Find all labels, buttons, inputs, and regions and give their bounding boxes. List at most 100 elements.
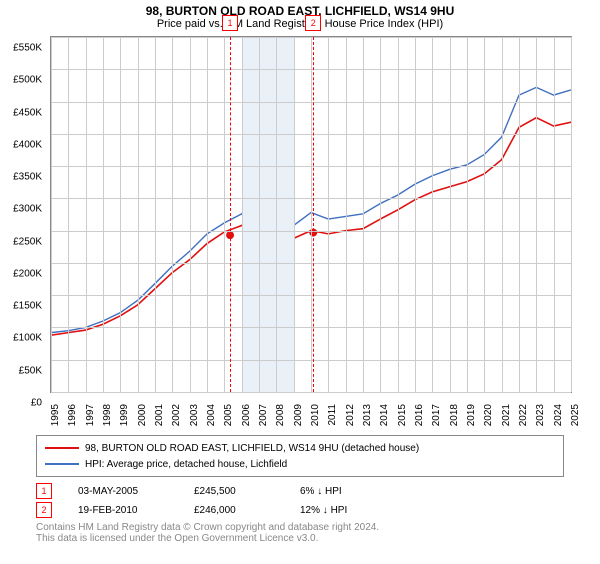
x-tick-label: 2017 bbox=[431, 404, 442, 426]
gridline-v bbox=[120, 37, 121, 392]
x-tick-label: 2012 bbox=[345, 404, 356, 426]
y-tick-label: £450K bbox=[13, 107, 42, 118]
gridline-v bbox=[467, 37, 468, 392]
event-price: £245,500 bbox=[194, 486, 274, 497]
y-tick-label: £500K bbox=[13, 75, 42, 86]
event-badge: 2 bbox=[305, 15, 321, 31]
x-tick-label: 2013 bbox=[362, 404, 373, 426]
x-tick-label: 2014 bbox=[379, 404, 390, 426]
chart-title: 98, BURTON OLD ROAD EAST, LICHFIELD, WS1… bbox=[0, 4, 600, 18]
x-tick-label: 2005 bbox=[223, 404, 234, 426]
gridline-v bbox=[502, 37, 503, 392]
gridline-v bbox=[398, 37, 399, 392]
gridline-v bbox=[294, 37, 295, 392]
x-tick-label: 2009 bbox=[293, 404, 304, 426]
gridline-v bbox=[536, 37, 537, 392]
gridline-v bbox=[172, 37, 173, 392]
gridline-h bbox=[51, 392, 571, 393]
gridline-v bbox=[380, 37, 381, 392]
y-tick-label: £200K bbox=[13, 268, 42, 279]
y-tick-label: £0 bbox=[31, 398, 42, 409]
events-table: 1 03-MAY-2005 £245,500 6% ↓ HPI 2 19-FEB-2010… bbox=[36, 483, 564, 518]
gridline-v bbox=[346, 37, 347, 392]
event-table-badge: 1 bbox=[36, 483, 52, 499]
chart-plot-area: 12 bbox=[50, 36, 572, 393]
footer-line-1: Contains HM Land Registry data © Crown c… bbox=[36, 522, 564, 533]
footer-line-2: This data is licensed under the Open Gov… bbox=[36, 533, 564, 544]
gridline-v bbox=[51, 37, 52, 392]
gridline-v bbox=[450, 37, 451, 392]
y-tick-label: £350K bbox=[13, 172, 42, 183]
gridline-v bbox=[103, 37, 104, 392]
x-tick-label: 1998 bbox=[102, 404, 113, 426]
gridline-v bbox=[415, 37, 416, 392]
legend-label: HPI: Average price, detached house, Lich… bbox=[85, 459, 287, 470]
x-tick-label: 1997 bbox=[85, 404, 96, 426]
event-table-row: 1 03-MAY-2005 £245,500 6% ↓ HPI bbox=[36, 483, 564, 499]
gridline-v bbox=[311, 37, 312, 392]
x-tick-label: 2024 bbox=[553, 404, 564, 426]
x-tick-label: 2022 bbox=[518, 404, 529, 426]
gridline-v bbox=[276, 37, 277, 392]
shaded-band bbox=[242, 37, 294, 392]
y-tick-label: £100K bbox=[13, 333, 42, 344]
x-tick-label: 2004 bbox=[206, 404, 217, 426]
x-tick-label: 2018 bbox=[449, 404, 460, 426]
gridline-v bbox=[259, 37, 260, 392]
event-pct: 6% ↓ HPI bbox=[300, 486, 400, 497]
gridline-v bbox=[207, 37, 208, 392]
x-tick-label: 2015 bbox=[397, 404, 408, 426]
x-tick-label: 2025 bbox=[570, 404, 581, 426]
gridline-v bbox=[432, 37, 433, 392]
x-axis-labels: 1995199619971998199920002001200220032004… bbox=[50, 404, 570, 444]
x-tick-label: 1995 bbox=[50, 404, 61, 426]
x-tick-label: 2010 bbox=[310, 404, 321, 426]
gridline-v bbox=[242, 37, 243, 392]
gridline-v bbox=[138, 37, 139, 392]
gridline-v bbox=[224, 37, 225, 392]
legend-row: HPI: Average price, detached house, Lich… bbox=[45, 456, 555, 472]
event-date: 19-FEB-2010 bbox=[78, 505, 168, 516]
x-tick-label: 1996 bbox=[67, 404, 78, 426]
chart-subtitle: Price paid vs. HM Land Registry's House … bbox=[0, 18, 600, 30]
y-axis-labels: £0£50K£100K£150K£200K£250K£300K£350K£400… bbox=[0, 48, 46, 403]
event-table-badge: 2 bbox=[36, 502, 52, 518]
legend-swatch bbox=[45, 447, 79, 449]
event-pct: 12% ↓ HPI bbox=[300, 505, 400, 516]
y-tick-label: £250K bbox=[13, 236, 42, 247]
x-tick-label: 2019 bbox=[466, 404, 477, 426]
x-tick-label: 2007 bbox=[258, 404, 269, 426]
x-tick-label: 2023 bbox=[535, 404, 546, 426]
y-tick-label: £150K bbox=[13, 301, 42, 312]
gridline-v bbox=[554, 37, 555, 392]
event-dash-line bbox=[230, 37, 231, 392]
x-tick-label: 2006 bbox=[241, 404, 252, 426]
y-tick-label: £550K bbox=[13, 43, 42, 54]
event-date: 03-MAY-2005 bbox=[78, 486, 168, 497]
gridline-v bbox=[328, 37, 329, 392]
event-dash-line bbox=[313, 37, 314, 392]
legend-swatch bbox=[45, 463, 79, 465]
gridline-v bbox=[68, 37, 69, 392]
legend-label: 98, BURTON OLD ROAD EAST, LICHFIELD, WS1… bbox=[85, 443, 419, 454]
gridline-v bbox=[155, 37, 156, 392]
gridline-v bbox=[363, 37, 364, 392]
footer-note: Contains HM Land Registry data © Crown c… bbox=[36, 522, 564, 544]
x-tick-label: 2000 bbox=[137, 404, 148, 426]
x-tick-label: 1999 bbox=[119, 404, 130, 426]
x-tick-label: 2021 bbox=[501, 404, 512, 426]
x-tick-label: 2008 bbox=[275, 404, 286, 426]
y-tick-label: £300K bbox=[13, 204, 42, 215]
gridline-v bbox=[519, 37, 520, 392]
gridline-v bbox=[571, 37, 572, 392]
x-tick-label: 2003 bbox=[189, 404, 200, 426]
x-tick-label: 2011 bbox=[327, 404, 338, 426]
gridline-v bbox=[190, 37, 191, 392]
event-badge: 1 bbox=[222, 15, 238, 31]
y-tick-label: £50K bbox=[19, 365, 42, 376]
gridline-v bbox=[484, 37, 485, 392]
event-price: £246,000 bbox=[194, 505, 274, 516]
y-tick-label: £400K bbox=[13, 139, 42, 150]
gridline-v bbox=[86, 37, 87, 392]
x-tick-label: 2016 bbox=[414, 404, 425, 426]
